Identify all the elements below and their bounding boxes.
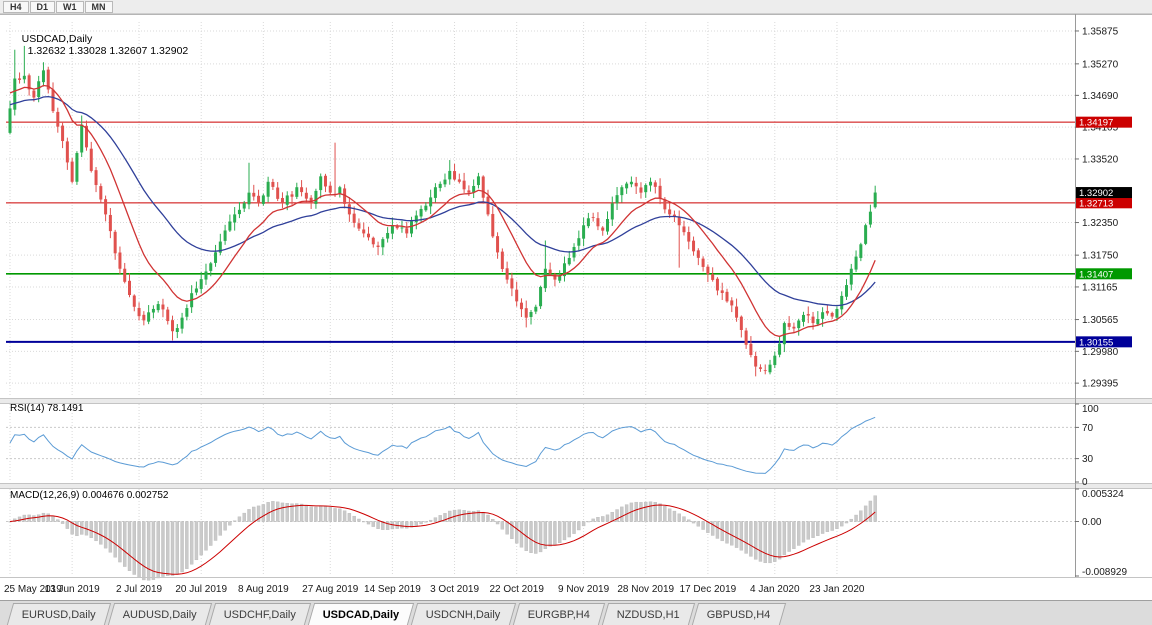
svg-text:0.00: 0.00 bbox=[1082, 517, 1102, 528]
chart-tab-gbpusd-h4[interactable]: GBPUSD,H4 bbox=[691, 603, 786, 625]
svg-text:1.34690: 1.34690 bbox=[1082, 91, 1119, 102]
level-price-tag bbox=[1076, 116, 1132, 128]
macd-axis: 0.005324 0.00 -0.008929 bbox=[1075, 488, 1127, 578]
panel-splitter[interactable] bbox=[0, 483, 1152, 489]
price-chart-canvas[interactable]: 1.35875 1.35270 1.34690 1.34105 1.33520 1.323… bbox=[0, 14, 1152, 600]
svg-text:0.005324: 0.005324 bbox=[1082, 489, 1124, 500]
chart-tab-label: EURGBP,H4 bbox=[527, 608, 591, 621]
ma-fast-line bbox=[9, 84, 876, 338]
chart-tab-label: EURUSD,Daily bbox=[21, 608, 96, 621]
timeframe-button-d1[interactable]: D1 bbox=[29, 0, 56, 13]
timeframe-button-mn[interactable]: MN bbox=[84, 0, 113, 13]
svg-text:20 Jul 2019: 20 Jul 2019 bbox=[175, 584, 227, 595]
svg-text:4 Jan 2020: 4 Jan 2020 bbox=[750, 584, 800, 595]
chart-tab-eurusd-daily[interactable]: EURUSD,Daily bbox=[6, 603, 112, 625]
svg-text:22 Oct 2019: 22 Oct 2019 bbox=[489, 584, 544, 595]
svg-text:3 Oct 2019: 3 Oct 2019 bbox=[430, 584, 479, 595]
candlesticks bbox=[8, 45, 877, 377]
chart-tab-usdchf-daily[interactable]: USDCHF,Daily bbox=[208, 603, 312, 625]
timeframe-button-group: H4 D1 W1 MN bbox=[3, 0, 114, 13]
svg-text:1.32713: 1.32713 bbox=[1079, 198, 1113, 209]
svg-text:-0.008929: -0.008929 bbox=[1082, 567, 1127, 578]
svg-text:100: 100 bbox=[1082, 404, 1099, 415]
macd-signal-line bbox=[9, 504, 876, 575]
chart-tab-label: AUDUSD,Daily bbox=[122, 608, 197, 621]
level-price-tag bbox=[1076, 336, 1132, 348]
timeframe-toolbar: H4 D1 W1 MN bbox=[0, 0, 1152, 14]
svg-text:1.32350: 1.32350 bbox=[1082, 218, 1119, 229]
svg-text:1.31750: 1.31750 bbox=[1082, 251, 1119, 262]
svg-text:70: 70 bbox=[1082, 423, 1094, 434]
chart-tab-label: GBPUSD,H4 bbox=[706, 608, 771, 621]
svg-text:1.33520: 1.33520 bbox=[1082, 154, 1119, 165]
chart-tab-usdcad-daily[interactable]: USDCAD,Daily bbox=[307, 603, 415, 625]
svg-text:8 Aug 2019: 8 Aug 2019 bbox=[238, 584, 289, 595]
chart-tab-audusd-daily[interactable]: AUDUSD,Daily bbox=[107, 603, 213, 625]
chart-tab-nzdusd-h1[interactable]: NZDUSD,H1 bbox=[602, 603, 696, 625]
svg-text:1.29395: 1.29395 bbox=[1082, 379, 1119, 390]
svg-text:1.30565: 1.30565 bbox=[1082, 315, 1119, 326]
svg-text:17 Dec 2019: 17 Dec 2019 bbox=[680, 584, 737, 595]
svg-text:1.31165: 1.31165 bbox=[1082, 282, 1118, 293]
svg-text:1.31407: 1.31407 bbox=[1079, 269, 1113, 280]
rsi-line bbox=[9, 416, 876, 474]
chart-tab-label: USDCAD,Daily bbox=[322, 608, 400, 621]
svg-text:1.32902: 1.32902 bbox=[1079, 188, 1113, 199]
chart-tabs-bar: EURUSD,Daily AUDUSD,Daily USDCHF,Daily USDC… bbox=[0, 600, 1152, 625]
svg-text:1.35875: 1.35875 bbox=[1082, 26, 1119, 37]
svg-text:0: 0 bbox=[1082, 477, 1088, 488]
price-axis: 1.35875 1.35270 1.34690 1.34105 1.33520 1.323… bbox=[1075, 26, 1119, 390]
rsi-axis: 100 70 30 0 bbox=[1075, 403, 1099, 488]
svg-text:1.29980: 1.29980 bbox=[1082, 347, 1119, 358]
current-price-tag bbox=[1076, 187, 1132, 199]
svg-text:1.34105: 1.34105 bbox=[1082, 123, 1119, 134]
svg-text:13 Jun 2019: 13 Jun 2019 bbox=[45, 584, 100, 595]
chart-tab-label: USDCHF,Daily bbox=[223, 608, 296, 621]
horizontal-level-lines[interactable] bbox=[6, 121, 1075, 343]
svg-text:30: 30 bbox=[1082, 454, 1094, 465]
chart-tab-eurgbp-h4[interactable]: EURGBP,H4 bbox=[512, 603, 606, 625]
svg-text:14 Sep 2019: 14 Sep 2019 bbox=[364, 584, 421, 595]
chart-tab-label: USDCNH,Daily bbox=[426, 608, 501, 621]
price-marker-labels: 1.34197 1.32713 1.31407 1.30155 1.32902 bbox=[1076, 116, 1132, 348]
grid-lines bbox=[6, 22, 1075, 576]
timeframe-button-h4[interactable]: H4 bbox=[3, 0, 29, 13]
level-price-tag bbox=[1076, 197, 1132, 209]
chart-tab-usdcnh-daily[interactable]: USDCNH,Daily bbox=[411, 603, 517, 625]
svg-text:2 Jul 2019: 2 Jul 2019 bbox=[116, 584, 163, 595]
svg-text:1.34197: 1.34197 bbox=[1079, 118, 1113, 129]
svg-text:1.30155: 1.30155 bbox=[1079, 337, 1113, 348]
panel-splitter[interactable] bbox=[0, 398, 1152, 404]
timeframe-button-w1[interactable]: W1 bbox=[56, 0, 84, 13]
svg-text:1.35270: 1.35270 bbox=[1082, 59, 1119, 70]
svg-text:25 May 2019: 25 May 2019 bbox=[4, 584, 62, 595]
svg-text:23 Jan 2020: 23 Jan 2020 bbox=[809, 584, 864, 595]
svg-text:9 Nov 2019: 9 Nov 2019 bbox=[558, 584, 610, 595]
svg-text:27 Aug 2019: 27 Aug 2019 bbox=[302, 584, 359, 595]
svg-text:28 Nov 2019: 28 Nov 2019 bbox=[617, 584, 674, 595]
ma-slow-line bbox=[9, 95, 876, 307]
chart-tab-label: NZDUSD,H1 bbox=[617, 608, 680, 621]
level-price-tag bbox=[1076, 268, 1132, 280]
